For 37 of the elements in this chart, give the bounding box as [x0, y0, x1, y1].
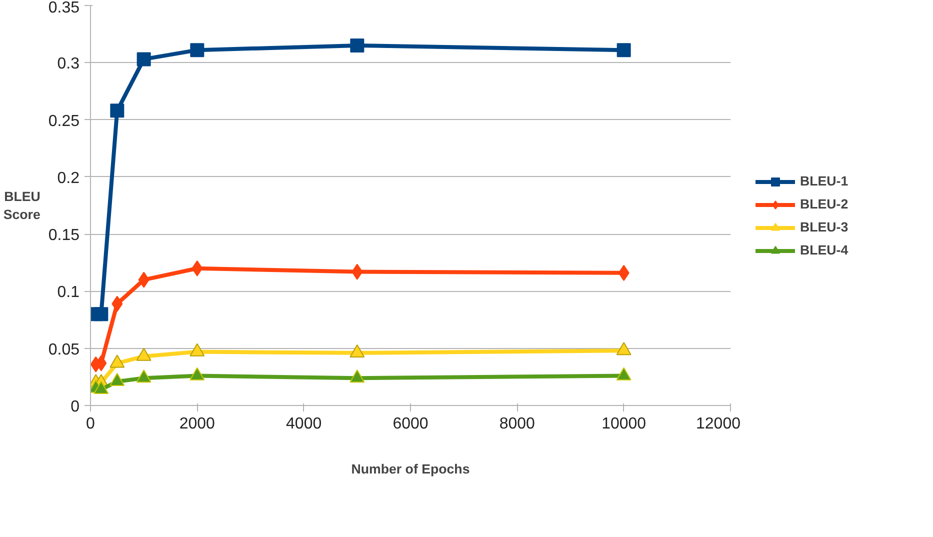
- legend-label: BLEU-3: [800, 220, 848, 234]
- x-axis-title: Number of Epochs: [351, 462, 470, 476]
- x-tick-label: 6000: [392, 416, 428, 432]
- point: [94, 380, 109, 394]
- x-tick-label: 12000: [696, 416, 741, 432]
- y-tick-label: 0.35: [48, 0, 80, 16]
- y-tick-label: 0.25: [48, 112, 80, 130]
- y-tick-label: 0.1: [57, 284, 80, 302]
- legend-label: BLEU-4: [800, 242, 848, 258]
- point: [616, 43, 631, 58]
- x-tick-label: 10000: [602, 416, 646, 432]
- point: [190, 367, 205, 380]
- point: [136, 369, 152, 383]
- x-tick-label: 2000: [179, 416, 216, 432]
- y-tick-label: 0.3: [57, 56, 80, 73]
- point: [110, 354, 125, 368]
- point: [136, 348, 152, 361]
- y-tick-label: 0: [70, 398, 80, 416]
- point: [136, 52, 151, 66]
- point: [350, 344, 365, 358]
- legend-label: BLEU-2: [800, 196, 848, 212]
- point: [190, 43, 204, 58]
- x-tick-label: 4000: [286, 416, 322, 432]
- point: [350, 38, 364, 52]
- point: [190, 343, 205, 356]
- legend-label: BLEU-1: [800, 174, 848, 188]
- point: [616, 367, 632, 380]
- point: [110, 104, 124, 118]
- x-tick-label: 8000: [499, 416, 536, 432]
- point: [616, 342, 632, 356]
- point: [110, 372, 125, 386]
- y-axis-title: BLEU Score: [3, 189, 40, 222]
- y-tick-label: 0.2: [57, 170, 80, 187]
- x-tick-label: 0: [86, 416, 96, 432]
- point: [350, 369, 365, 383]
- y-tick-label: 0.15: [48, 227, 80, 244]
- y-tick-label: 0.05: [48, 341, 80, 358]
